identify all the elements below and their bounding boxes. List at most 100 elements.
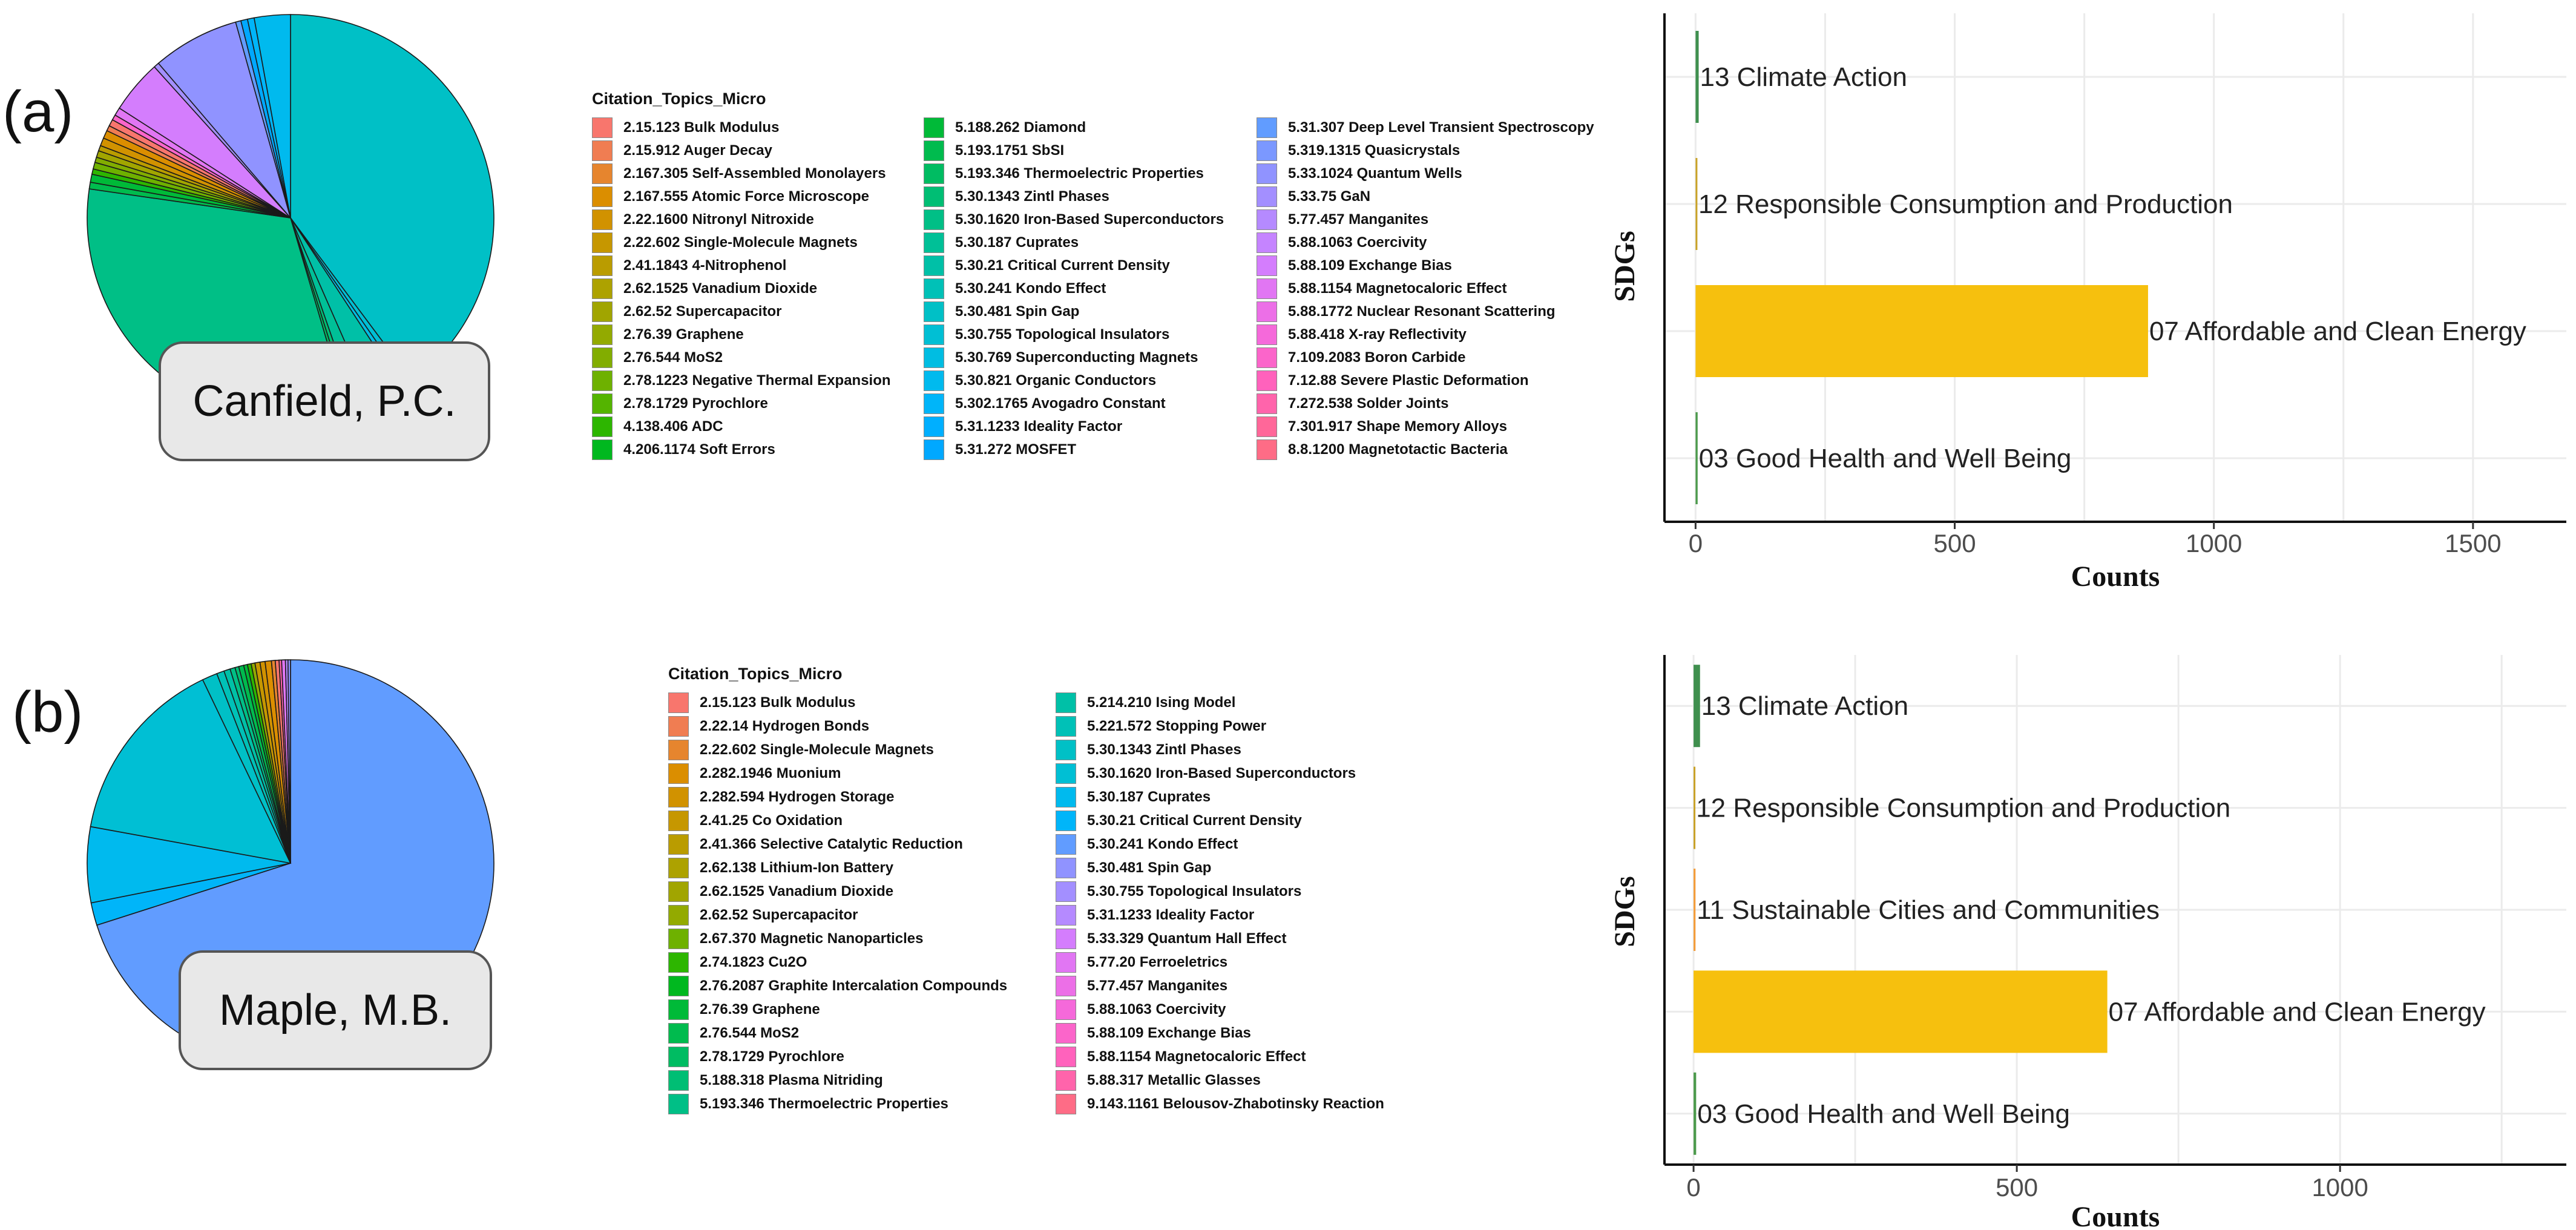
legend-swatch [1257, 117, 1277, 138]
sdg-bar-svg: 13 Climate Action 12 Responsible Consumpt… [1609, 655, 2566, 1230]
legend-swatch [924, 347, 944, 368]
bar-label: 11 Sustainable Cities and Communities [1697, 895, 2160, 925]
legend-swatch [1056, 811, 1076, 831]
legend-label: 2.41.25 Co Oxidation [700, 812, 843, 829]
legend-label: 5.188.262 Diamond [955, 119, 1086, 136]
legend-swatch [1056, 858, 1076, 878]
x-tick-label: 1000 [2312, 1173, 2368, 1202]
x-tick-label: 0 [1686, 1173, 1700, 1202]
legend-swatch [668, 1047, 689, 1067]
legend-label: 2.15.912 Auger Decay [623, 142, 772, 159]
legend-label: 5.193.346 Thermoelectric Properties [700, 1096, 948, 1112]
legend-swatch [924, 278, 944, 299]
legend-swatch [592, 278, 613, 299]
bar [1695, 31, 1699, 123]
author-name: Maple, M.B. [179, 950, 492, 1070]
legend-swatch [592, 324, 613, 345]
legend-swatch [1257, 209, 1277, 230]
legend-swatch [668, 692, 689, 713]
bar-label: 13 Climate Action [1701, 691, 1908, 721]
legend-swatch [1257, 324, 1277, 345]
sdg-bar-svg: 13 Climate Action 12 Responsible Consumpt… [1609, 13, 2566, 593]
x-tick-label: 1000 [2186, 529, 2242, 557]
legend-label: 7.272.538 Solder Joints [1288, 395, 1449, 412]
legend-label: 5.77.20 Ferroeletrics [1087, 954, 1228, 970]
legend-swatch [1257, 301, 1277, 322]
legend-swatch [1056, 1070, 1076, 1091]
legend-swatch [668, 1070, 689, 1091]
legend-label: 2.15.123 Bulk Modulus [700, 694, 856, 711]
bar-label: 13 Climate Action [1700, 62, 1907, 92]
y-axis-title: SDGs [1609, 231, 1641, 301]
legend-label: 5.33.1024 Quantum Wells [1288, 165, 1462, 182]
legend-swatch [924, 117, 944, 138]
legend-label: 2.76.39 Graphene [623, 326, 744, 343]
legend-label: 5.31.272 MOSFET [955, 441, 1077, 458]
legend-label: 5.31.1233 Ideality Factor [1087, 907, 1255, 923]
legend-swatch [668, 834, 689, 855]
legend-label: 9.143.1161 Belousov-Zhabotinsky Reaction [1087, 1096, 1384, 1112]
legend-label: 2.62.1525 Vanadium Dioxide [700, 883, 894, 899]
panel-label: (a) [2, 79, 74, 144]
panel-b: (b) Maple, M.B. Citation_Topics_Micro 2.… [0, 615, 2576, 1230]
legend-swatch [924, 301, 944, 322]
bar-label: 12 Responsible Consumption and Productio… [1698, 189, 2233, 219]
legend-label: 2.282.1946 Muonium [700, 765, 841, 781]
legend-swatch [924, 232, 944, 253]
legend-swatch [924, 140, 944, 161]
legend-title: Citation_Topics_Micro [592, 90, 766, 108]
legend-swatch [1257, 416, 1277, 437]
legend-label: 5.221.572 Stopping Power [1087, 718, 1267, 734]
legend-swatch [592, 232, 613, 253]
legend-label: 4.138.406 ADC [623, 418, 723, 435]
legend: Citation_Topics_Micro 2.15.123 Bulk Modu… [668, 665, 1455, 1137]
pie-slice [290, 14, 494, 382]
legend-label: 5.30.821 Organic Conductors [955, 372, 1157, 389]
sdg-bar-chart: 13 Climate Action 12 Responsible Consumpt… [1604, 615, 2576, 1230]
bar [1695, 412, 1698, 504]
legend-label: 2.22.1600 Nitronyl Nitroxide [623, 211, 814, 228]
y-axis-title: SDGs [1609, 876, 1641, 947]
x-tick-label: 1500 [2445, 529, 2501, 557]
legend-swatch [924, 186, 944, 207]
legend-label: 5.31.1233 Ideality Factor [955, 418, 1123, 435]
legend-swatch [924, 255, 944, 276]
legend-label: 2.67.370 Magnetic Nanoparticles [700, 930, 924, 947]
legend-swatch [1056, 692, 1076, 713]
legend-swatch [668, 740, 689, 760]
legend-swatch [1056, 905, 1076, 926]
legend-swatch [592, 140, 613, 161]
legend-swatch [1257, 255, 1277, 276]
legend-swatch [592, 163, 613, 184]
legend-label: 5.30.755 Topological Insulators [955, 326, 1170, 343]
legend-label: 5.30.1620 Iron-Based Superconductors [955, 211, 1224, 228]
legend-label: 2.15.123 Bulk Modulus [623, 119, 780, 136]
legend-swatch [668, 787, 689, 807]
legend-label: 5.30.241 Kondo Effect [955, 280, 1106, 297]
legend-swatch [1257, 186, 1277, 207]
legend: Citation_Topics_Micro 2.15.123 Bulk Modu… [592, 90, 1657, 477]
legend-label: 2.62.1525 Vanadium Dioxide [623, 280, 818, 297]
bar [1695, 285, 2148, 377]
legend-swatch [924, 393, 944, 414]
legend-swatch [668, 976, 689, 996]
legend-label: 2.22.602 Single-Molecule Magnets [700, 742, 934, 758]
legend-swatch [1257, 439, 1277, 460]
legend-label: 2.78.1223 Negative Thermal Expansion [623, 372, 891, 389]
legend-swatch [1056, 976, 1076, 996]
legend-label: 7.109.2083 Boron Carbide [1288, 349, 1466, 366]
panel-a: (a) Canfield, P.C. Citation_Topics_Micro… [2, 13, 2566, 593]
legend-label: 2.167.555 Atomic Force Microscope [623, 188, 869, 205]
legend-swatch [1056, 881, 1076, 902]
legend-label: 5.88.418 X-ray Reflectivity [1288, 326, 1467, 343]
legend-swatch [668, 1023, 689, 1044]
legend-swatch [924, 370, 944, 391]
legend-label: 2.282.594 Hydrogen Storage [700, 789, 895, 805]
legend-swatch [924, 324, 944, 345]
legend-swatch [1257, 370, 1277, 391]
legend-label: 5.30.187 Cuprates [1087, 789, 1211, 805]
legend-swatch [592, 416, 613, 437]
legend-swatch [592, 370, 613, 391]
legend-swatch [592, 209, 613, 230]
legend-label: 5.88.1063 Coercivity [1087, 1001, 1226, 1018]
